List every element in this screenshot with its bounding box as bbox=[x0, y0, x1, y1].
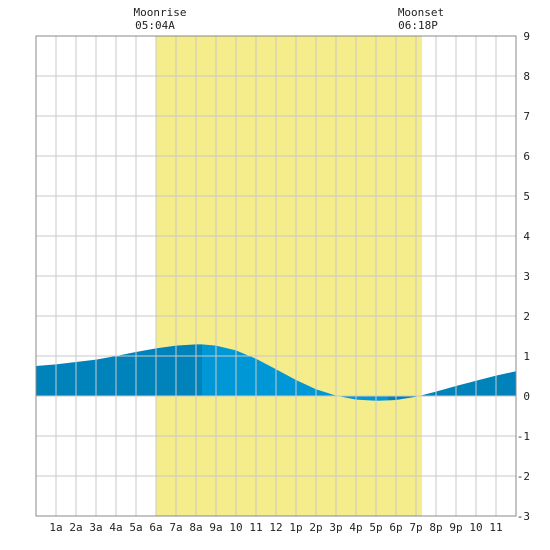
y-tick-label: -3 bbox=[517, 510, 530, 523]
x-tick-label: 7p bbox=[409, 521, 422, 534]
y-tick-label: 5 bbox=[523, 190, 530, 203]
x-tick-label: 5a bbox=[129, 521, 142, 534]
x-tick-label: 9a bbox=[209, 521, 222, 534]
x-tick-label: 4a bbox=[109, 521, 122, 534]
plot-frame bbox=[35, 35, 517, 517]
tide-area-late bbox=[388, 371, 516, 401]
y-tick-label: 1 bbox=[523, 350, 530, 363]
y-tick-label: 6 bbox=[523, 150, 530, 163]
x-tick-label: 12 bbox=[269, 521, 282, 534]
tide-area-daylight bbox=[202, 344, 388, 401]
x-tick-label: 8a bbox=[189, 521, 202, 534]
y-tick-label: -2 bbox=[517, 470, 530, 483]
x-tick-label: 8p bbox=[429, 521, 442, 534]
x-tick-label: 3p bbox=[329, 521, 342, 534]
tide-area-early bbox=[36, 344, 202, 396]
y-axis-ticks: -3 -2 -1 0 1 2 3 4 5 6 7 8 9 bbox=[517, 30, 531, 523]
x-tick-label: 5p bbox=[369, 521, 382, 534]
x-tick-label: 2p bbox=[309, 521, 322, 534]
x-tick-label: 2a bbox=[69, 521, 82, 534]
x-tick-label: 7a bbox=[169, 521, 182, 534]
x-tick-label: 1a bbox=[49, 521, 62, 534]
grid-layer bbox=[36, 35, 516, 517]
y-tick-label: 8 bbox=[523, 70, 530, 83]
moonset-label: Moonset bbox=[398, 6, 444, 19]
x-tick-label: 6p bbox=[389, 521, 402, 534]
x-tick-label: 6a bbox=[149, 521, 162, 534]
x-axis-ticks: 1a 2a 3a 4a 5a 6a 7a 8a 9a 10 11 12 1p 2p 3p 4p 5p 6p 7p 8p… bbox=[49, 521, 502, 534]
x-tick-label: 4p bbox=[349, 521, 362, 534]
tide-area-layer bbox=[36, 344, 516, 401]
moonrise-time: 05:04A bbox=[135, 19, 175, 32]
moonset-time: 06:18P bbox=[398, 19, 438, 32]
x-tick-label: 11 bbox=[249, 521, 262, 534]
y-tick-label: 7 bbox=[523, 110, 530, 123]
y-tick-label: 0 bbox=[523, 390, 530, 403]
y-tick-label: 9 bbox=[523, 30, 530, 43]
y-tick-label: 4 bbox=[523, 230, 530, 243]
x-tick-label: 3a bbox=[89, 521, 102, 534]
y-tick-label: 2 bbox=[523, 310, 530, 323]
x-tick-label: 1p bbox=[289, 521, 302, 534]
x-tick-label: 10 bbox=[469, 521, 482, 534]
x-tick-label: 10 bbox=[229, 521, 242, 534]
x-tick-label: 11 bbox=[489, 521, 502, 534]
y-tick-label: -1 bbox=[517, 430, 530, 443]
moonrise-label: Moonrise bbox=[134, 6, 187, 19]
y-tick-label: 3 bbox=[523, 270, 530, 283]
x-tick-label: 9p bbox=[449, 521, 462, 534]
